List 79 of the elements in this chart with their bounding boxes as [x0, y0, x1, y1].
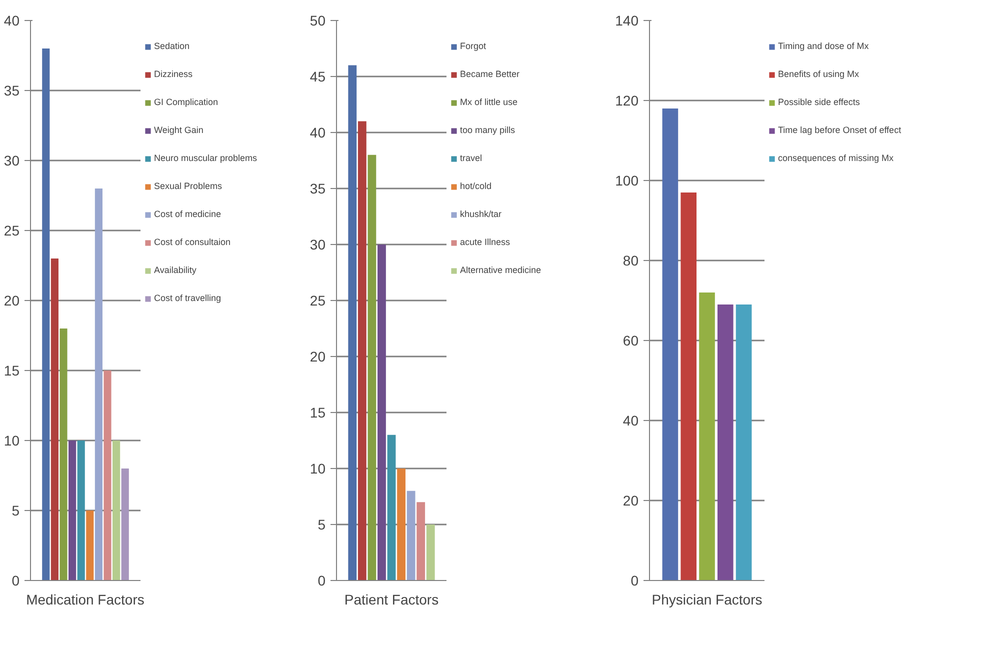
legend-label: travel: [460, 152, 482, 164]
legend-label: Mx of little use: [460, 96, 518, 108]
bar: [60, 328, 68, 580]
legend-label: Weight Gain: [154, 124, 204, 136]
bar: [406, 490, 416, 580]
legend-label: Dizziness: [154, 68, 193, 80]
y-tick-label: 25: [4, 222, 20, 238]
y-tick-label: 5: [318, 516, 326, 532]
legend-label: too many pills: [460, 124, 516, 136]
bar: [368, 154, 376, 580]
y-tick-label: 40: [310, 124, 326, 140]
legend-label: Time lag before Onset of effect: [778, 124, 902, 136]
y-tick-label: 5: [12, 502, 20, 518]
x-tick-label: Patient Factors: [344, 592, 439, 608]
legend-label: Benefits of using Mx: [778, 68, 860, 80]
y-tick-label: 20: [310, 348, 326, 364]
legend-label: Cost of travelling: [154, 292, 222, 304]
y-tick-label: 120: [615, 92, 639, 108]
bar: [358, 121, 366, 580]
y-tick-label: 30: [4, 152, 20, 168]
legend-label: Timing and dose of Mx: [778, 40, 869, 52]
bar: [42, 48, 50, 580]
legend-label: khushk/tar: [460, 208, 502, 220]
y-tick-label: 35: [310, 180, 326, 196]
x-tick-label: Physician Factors: [652, 592, 762, 608]
bar: [662, 108, 678, 580]
legend-label: Alternative medicine: [460, 264, 542, 276]
bar: [86, 510, 94, 580]
y-tick-label: 10: [310, 460, 326, 476]
bar: [77, 440, 85, 580]
bar: [699, 292, 715, 580]
bar: [50, 258, 58, 580]
y-tick-label: 30: [310, 236, 326, 252]
y-tick-label: 50: [310, 12, 326, 28]
bar: [680, 192, 697, 580]
legend-label: Cost of consultaion: [154, 236, 231, 248]
bar: [104, 370, 112, 580]
x-tick-label: Medication Factors: [26, 592, 144, 608]
y-tick-label: 20: [4, 292, 20, 308]
legend-label: Forgot: [460, 40, 486, 52]
bar: [717, 304, 734, 580]
legend-label: Became Better: [460, 68, 520, 80]
legend-label: Sedation: [154, 40, 190, 52]
legend-label: Availability: [154, 264, 196, 276]
bar: [426, 524, 435, 580]
bar: [378, 244, 386, 580]
bar: [348, 65, 357, 580]
bar: [416, 502, 426, 580]
y-tick-label: 25: [310, 292, 326, 308]
y-tick-label: 40: [4, 12, 20, 28]
y-tick-label: 0: [630, 572, 639, 588]
y-tick-label: 15: [310, 404, 326, 420]
bar: [397, 468, 406, 580]
y-tick-label: 100: [615, 172, 639, 188]
y-tick-label: 80: [622, 252, 639, 268]
y-tick-label: 140: [615, 12, 639, 28]
legend-label: GI Complication: [154, 96, 218, 108]
y-tick-label: 0: [12, 572, 20, 588]
legend-label: Sexual Problems: [154, 180, 222, 192]
y-tick-label: 15: [4, 362, 20, 378]
legend-label: Neuro muscular problems: [154, 152, 258, 164]
y-tick-label: 0: [318, 572, 326, 588]
bar: [121, 468, 129, 580]
bar: [387, 434, 396, 580]
y-tick-label: 40: [622, 412, 639, 428]
y-tick-label: 10: [4, 432, 20, 448]
legend-label: consequences of missing Mx: [778, 152, 894, 164]
y-tick-label: 45: [310, 68, 326, 84]
y-tick-label: 20: [622, 492, 639, 508]
legend-label: hot/cold: [460, 180, 492, 192]
bar: [94, 188, 102, 580]
legend-label: Cost of medicine: [154, 208, 222, 220]
y-tick-label: 60: [622, 332, 639, 348]
bar: [112, 440, 120, 580]
legend-label: acute Illness: [460, 236, 510, 248]
y-tick-label: 35: [4, 82, 20, 98]
bar: [68, 440, 76, 580]
legend-label: Possible side effects: [778, 96, 860, 108]
bar: [736, 304, 752, 580]
